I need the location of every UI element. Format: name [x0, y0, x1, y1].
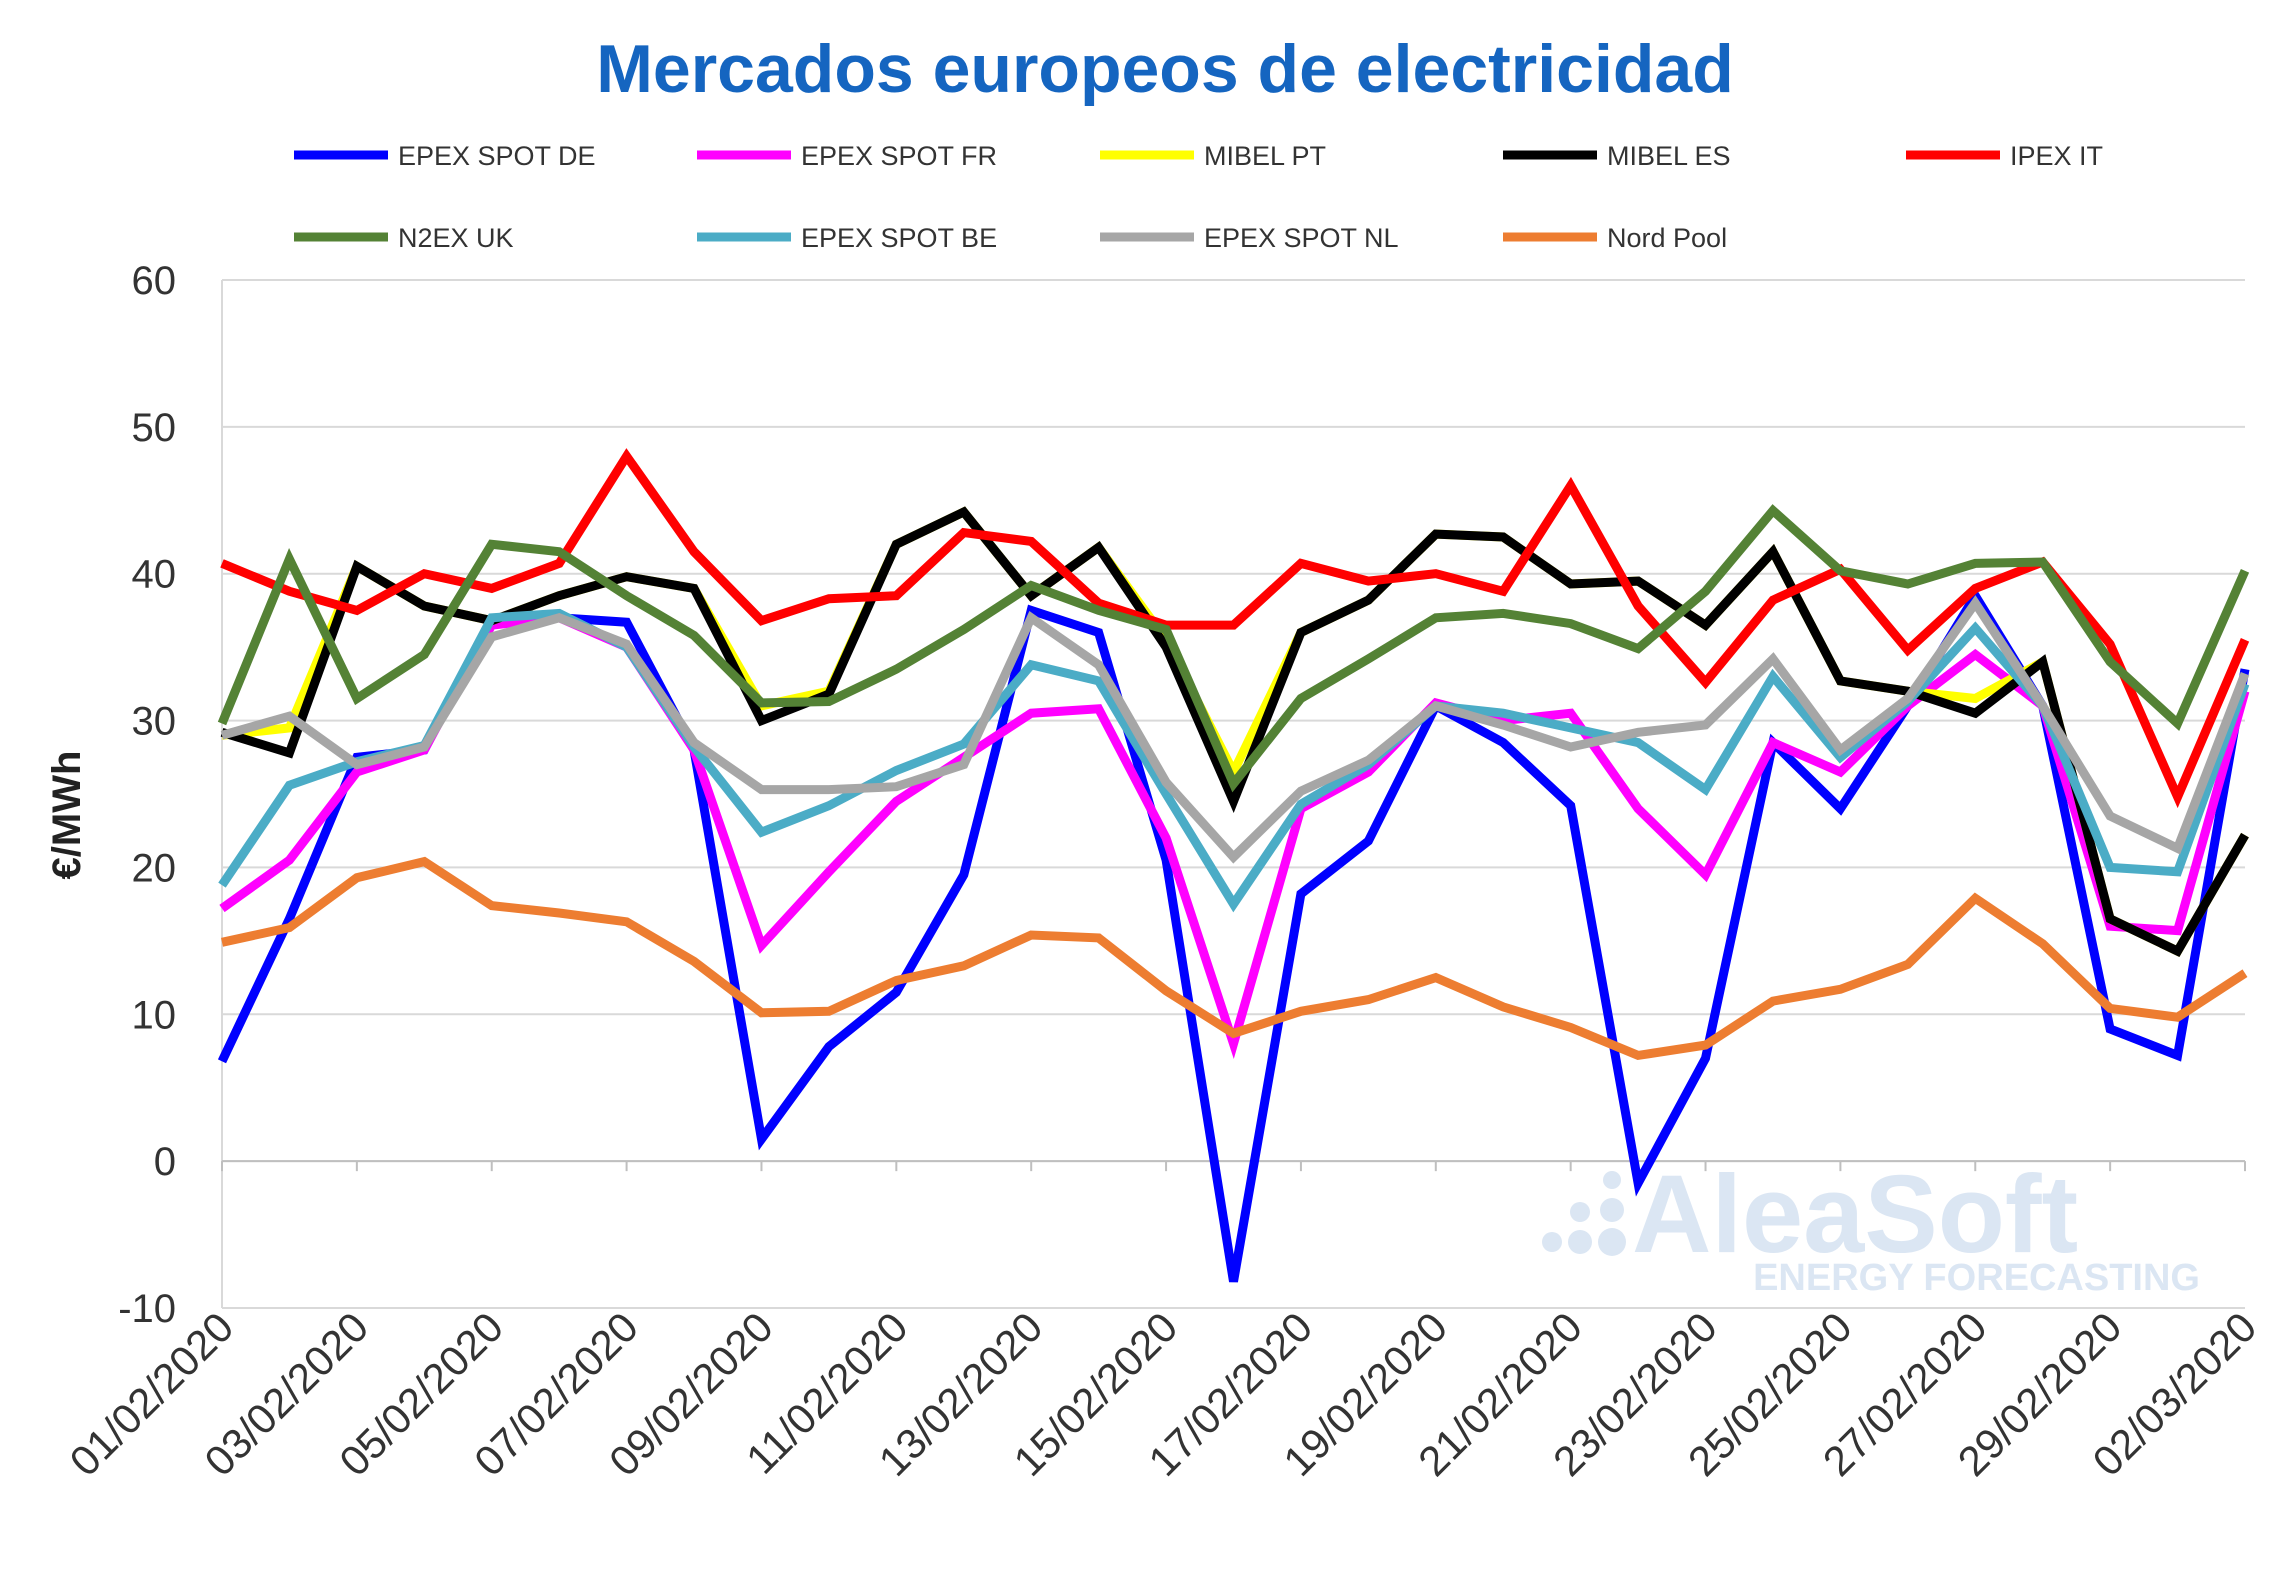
legend-item: EPEX SPOT FR: [697, 141, 997, 171]
legend-label: IPEX IT: [2010, 141, 2103, 171]
series-line-nord-pool: [221, 856, 2248, 1061]
y-tick-label: 60: [132, 259, 177, 303]
series-line-epex-spot-fr: [219, 613, 2250, 1060]
watermark-logo: AleaSoft ENERGY FORECASTING: [1542, 1153, 2200, 1299]
legend-item: N2EX UK: [294, 223, 514, 253]
y-axis-label: €/MWh: [45, 751, 89, 880]
series-line-ipex-it: [220, 448, 2250, 809]
legend-label: EPEX SPOT NL: [1204, 223, 1399, 253]
axes: [221, 280, 2246, 1308]
legend-label: N2EX UK: [398, 223, 514, 253]
y-tick-label: 20: [132, 846, 177, 890]
series-line-n2ex-uk: [217, 504, 2250, 793]
legend-label: MIBEL ES: [1607, 141, 1731, 171]
legend-item: IPEX IT: [1906, 141, 2103, 171]
legend-item: MIBEL PT: [1100, 141, 1326, 171]
legend: EPEX SPOT DE EPEX SPOT FR MIBEL PT MIBEL ES…: [294, 141, 2103, 253]
legend-item: EPEX SPOT DE: [294, 141, 596, 171]
series-line-epex-spot-nl: [220, 595, 2250, 864]
legend-item: MIBEL ES: [1503, 141, 1731, 171]
legend-item: Nord Pool: [1503, 223, 1727, 253]
legend-label: Nord Pool: [1607, 223, 1727, 253]
legend-item: EPEX SPOT BE: [697, 223, 997, 253]
legend-label: MIBEL PT: [1204, 141, 1326, 171]
y-tick-label: 50: [132, 406, 177, 450]
y-tick-label: 0: [154, 1140, 176, 1184]
watermark-name: AleaSoft: [1632, 1153, 2078, 1276]
legend-label: EPEX SPOT FR: [801, 141, 997, 171]
watermark-tagline: ENERGY FORECASTING: [1753, 1257, 2200, 1299]
y-tick-labels: -10 0 10 20 30 40 50 60: [118, 259, 176, 1331]
legend-item: EPEX SPOT NL: [1100, 223, 1399, 253]
y-tick-label: -10: [118, 1287, 176, 1331]
legend-label: EPEX SPOT BE: [801, 223, 997, 253]
y-tick-label: 30: [132, 700, 177, 744]
series-lines: [217, 448, 2250, 1283]
legend-label: EPEX SPOT DE: [398, 141, 596, 171]
y-tick-label: 40: [132, 553, 177, 597]
x-tick-labels: 01/02/202003/02/202005/02/202007/02/2020…: [60, 1303, 2265, 1485]
chart-title: Mercados europeos de electricidad: [596, 31, 1734, 107]
watermark-dots-icon: [1542, 1171, 1626, 1256]
y-tick-label: 10: [132, 993, 177, 1037]
